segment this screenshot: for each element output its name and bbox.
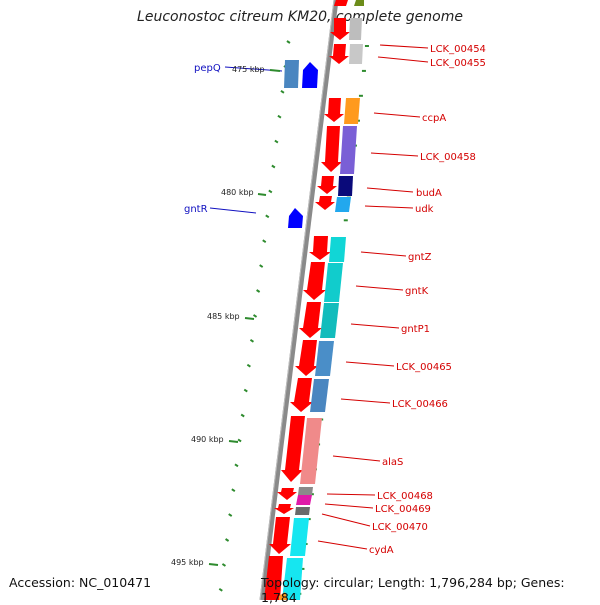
gene-label[interactable]: LCK_00469 [375,504,431,515]
scale-tick [274,139,279,144]
gene-label[interactable]: gntZ [408,252,432,263]
scale-tick [256,289,261,293]
scale-tick [228,513,233,517]
scale-tick [262,239,267,244]
gene-gntp1[interactable] [299,302,339,338]
scale-tick [246,363,251,368]
gene-glyphs [264,18,363,600]
gene-label[interactable]: LCK_00458 [420,152,476,163]
scale-tick [240,413,245,418]
gene-lck-00465[interactable] [295,340,334,376]
gene-label[interactable]: gntR [184,204,208,215]
gene-label[interactable]: gntP1 [401,324,430,335]
scale-tick [265,214,270,219]
topology-text: Topology: circular; Length: 1,796,284 bp… [261,575,565,605]
scale-tick [225,538,230,542]
gene-label[interactable]: LCK_00470 [372,522,428,533]
gene-label[interactable]: budA [416,188,442,199]
gene-label[interactable]: LCK_00468 [377,491,433,502]
gene-label[interactable]: LCK_00465 [396,362,452,373]
gene-lck-00468[interactable] [277,487,313,500]
scale-label: 475 kbp [232,65,265,74]
gene-label[interactable]: ccpA [422,113,446,124]
scale-tick [249,338,255,343]
scale-labels: 475 kbp 480 kbp 485 kbp 490 kbp 495 kbp [171,65,281,567]
gene-label[interactable]: alaS [382,457,403,468]
gene-gntk[interactable] [303,262,343,302]
scale-tick [221,563,226,567]
scale-tick [277,114,282,119]
scale-tick [218,587,223,592]
gene-label[interactable]: pepQ [194,63,221,74]
gene-lck-00454[interactable] [330,18,362,40]
scale-label: 490 kbp [191,435,224,444]
gene-ccpa[interactable] [324,98,360,124]
gene-label[interactable]: LCK_00466 [392,399,448,410]
gene-label[interactable]: gntK [405,286,429,297]
gene-label[interactable]: cydA [369,545,394,556]
gene-label[interactable]: udk [415,204,434,215]
gene-gntz[interactable] [309,236,346,262]
gene-lck-00466[interactable] [290,378,329,412]
gene-udk[interactable] [315,196,351,212]
gene-cyda[interactable] [269,517,309,556]
map-title: Leuconostoc citreum KM20, complete genom… [137,9,463,25]
gene-label[interactable]: LCK_00454 [430,44,486,55]
gene-pepq[interactable] [284,60,318,88]
scale-label: 480 kbp [221,188,254,197]
gene-label[interactable]: LCK_00455 [430,58,486,69]
scale-tick [237,438,242,443]
scale-tick [234,463,239,468]
gene-lck-00455[interactable] [329,44,363,64]
gene-lck-00469[interactable] [296,495,312,505]
gene-buda[interactable] [317,176,353,196]
partial-genes-top [334,0,364,6]
scale-tick [280,89,285,94]
scale-label: 495 kbp [171,558,204,567]
gene-gntr[interactable] [288,208,303,228]
scale-tick [259,264,264,268]
gene-lck-00470[interactable] [274,504,310,515]
backbone [259,0,339,600]
scale-tick [286,40,291,44]
scale-tick [252,314,258,318]
gene-lck-00458[interactable] [321,126,357,174]
scale-tick [231,488,236,493]
scale-label: 485 kbp [207,312,240,321]
gene-labels: LCK_00454 LCK_00455 pepQ ccpA LCK_00458 … [184,44,486,556]
scale-tick [268,189,273,194]
accession-text: Accession: NC_010471 [9,575,152,590]
gene-alas[interactable] [281,416,322,484]
scale-tick [271,164,276,169]
scale-tick [243,388,248,393]
partial-genes-bottom [264,556,303,600]
